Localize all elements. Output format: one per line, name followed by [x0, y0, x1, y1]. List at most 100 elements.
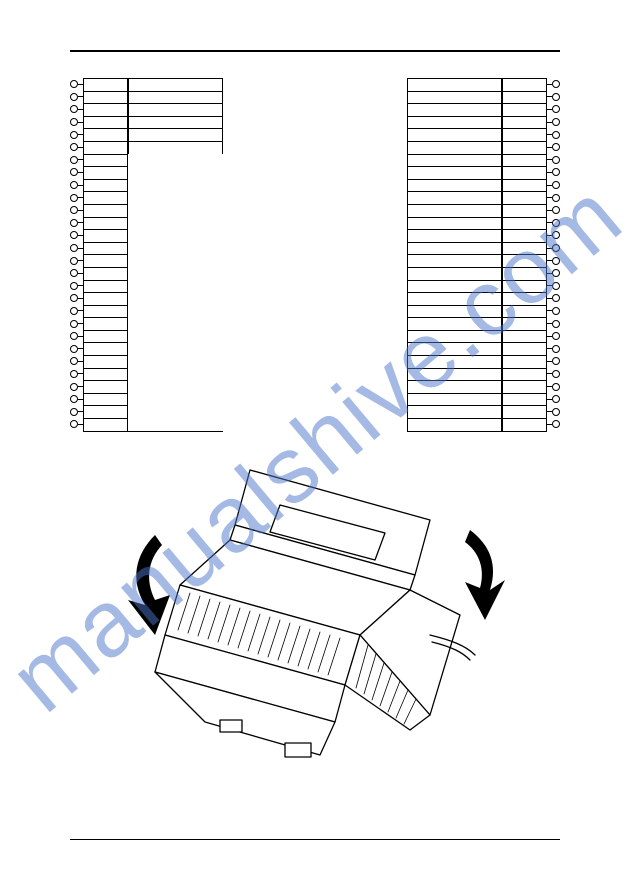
terminal-row	[345, 204, 560, 217]
pin-id-label	[502, 355, 547, 368]
terminal-row	[70, 166, 285, 179]
terminal-row	[345, 166, 560, 179]
pin-id-label	[502, 179, 547, 192]
pin-desc-label	[128, 141, 223, 154]
pin-id-label	[502, 91, 547, 104]
terminal-row	[70, 280, 285, 293]
pin-circle	[552, 332, 560, 340]
terminal-row	[70, 405, 285, 418]
pin-circle	[70, 282, 78, 290]
pin-circle	[552, 307, 560, 315]
pin-circle	[552, 269, 560, 277]
terminal-row	[70, 330, 285, 343]
pin-circle	[70, 345, 78, 353]
terminal-row	[345, 179, 560, 192]
pin-id-label	[83, 217, 128, 230]
pin-circle	[70, 332, 78, 340]
pin-circle	[70, 269, 78, 277]
pin-id-label	[502, 116, 547, 129]
pin-circle	[70, 257, 78, 265]
pin-id-label	[83, 78, 128, 91]
pin-id-label	[502, 103, 547, 116]
pin-id-label	[502, 154, 547, 167]
pin-id-label	[83, 267, 128, 280]
pin-circle	[552, 357, 560, 365]
pin-desc-label	[128, 91, 223, 104]
pin-desc-label	[128, 116, 223, 129]
terminal-row	[70, 393, 285, 406]
pin-circle	[70, 206, 78, 214]
terminal-row	[345, 78, 560, 91]
pin-id-label	[502, 191, 547, 204]
pin-desc-label	[407, 305, 502, 318]
pin-desc-label	[407, 166, 502, 179]
pin-circle	[552, 408, 560, 416]
terminal-row	[70, 242, 285, 255]
terminal-row	[70, 355, 285, 368]
pin-id-label	[502, 128, 547, 141]
pin-desc-label	[407, 78, 502, 91]
terminal-row	[345, 355, 560, 368]
pin-circle	[552, 231, 560, 239]
pin-desc-label	[407, 254, 502, 267]
pin-id-label	[83, 405, 128, 418]
terminal-row	[345, 141, 560, 154]
pin-circle	[70, 156, 78, 164]
pin-circle	[552, 93, 560, 101]
terminal-row	[345, 405, 560, 418]
pin-circle	[552, 156, 560, 164]
pin-id-label	[83, 103, 128, 116]
pin-id-label	[83, 305, 128, 318]
pin-desc-label	[407, 179, 502, 192]
bottom-divider	[70, 839, 560, 840]
pin-circle	[552, 118, 560, 126]
terminal-row	[70, 154, 285, 167]
pin-circle	[552, 420, 560, 428]
pin-desc-label	[407, 405, 502, 418]
left-install-arrow	[128, 535, 170, 635]
pin-circle	[70, 194, 78, 202]
pin-id-label	[83, 179, 128, 192]
pin-desc-label	[128, 78, 223, 91]
left-terminal-block	[70, 78, 285, 432]
pin-circle	[70, 80, 78, 88]
pin-id-label	[502, 405, 547, 418]
terminal-row	[345, 368, 560, 381]
pin-circle	[552, 294, 560, 302]
terminal-row	[70, 116, 285, 129]
pin-id-label	[83, 141, 128, 154]
pin-circle	[552, 320, 560, 328]
terminal-row	[345, 191, 560, 204]
pin-id-label	[83, 116, 128, 129]
pin-circle	[70, 408, 78, 416]
pin-desc-label	[407, 317, 502, 330]
pin-circle	[552, 168, 560, 176]
pin-desc-label	[407, 280, 502, 293]
pin-id-label	[502, 267, 547, 280]
terminal-row	[345, 116, 560, 129]
pin-circle	[552, 219, 560, 227]
pin-id-label	[502, 418, 547, 431]
terminal-row	[345, 393, 560, 406]
terminal-row	[345, 280, 560, 293]
pin-id-label	[83, 317, 128, 330]
terminal-row	[70, 91, 285, 104]
pin-desc-label	[407, 204, 502, 217]
pin-id-label	[502, 380, 547, 393]
pin-circle	[70, 181, 78, 189]
terminal-row	[345, 380, 560, 393]
pin-circle	[70, 131, 78, 139]
pin-desc-label	[407, 217, 502, 230]
terminal-row	[70, 368, 285, 381]
pin-circle	[70, 357, 78, 365]
pin-id-label	[83, 292, 128, 305]
terminal-row	[70, 305, 285, 318]
terminal-row	[345, 217, 560, 230]
pin-desc-label	[407, 342, 502, 355]
pin-id-label	[83, 380, 128, 393]
terminal-row	[345, 154, 560, 167]
pin-desc-label	[407, 267, 502, 280]
terminal-row	[345, 418, 560, 431]
pin-id-label	[502, 330, 547, 343]
terminal-row	[345, 342, 560, 355]
